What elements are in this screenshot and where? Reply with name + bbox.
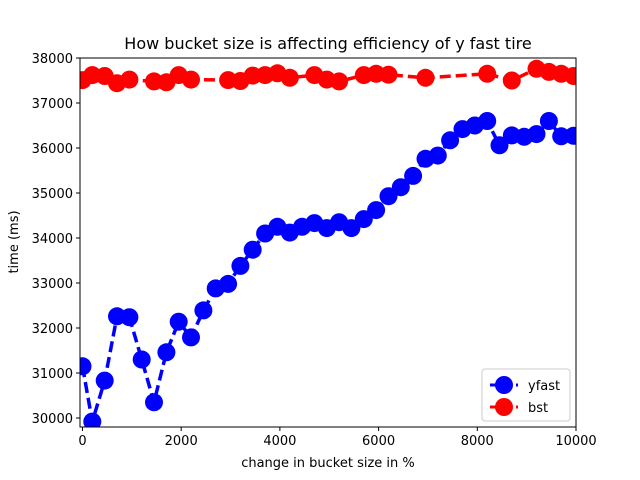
data-point-yfast — [219, 274, 238, 293]
legend-marker-bst — [495, 398, 513, 416]
data-point-yfast — [243, 240, 262, 259]
y-axis-label: time (ms) — [7, 210, 22, 273]
x-tick-label: 10000 — [555, 434, 596, 449]
data-point-yfast — [527, 125, 546, 144]
data-point-yfast — [169, 312, 188, 331]
data-point-yfast — [120, 308, 139, 327]
data-point-yfast — [391, 178, 410, 197]
chart-title: How bucket size is affecting efficiency … — [124, 34, 531, 53]
y-tick-label: 35000 — [32, 187, 73, 202]
x-axis-label: change in bucket size in % — [241, 456, 415, 471]
data-point-yfast — [478, 112, 497, 130]
legend-label-bst: bst — [528, 401, 548, 416]
y-tick-label: 32000 — [32, 322, 73, 337]
y-tick-label: 33000 — [32, 277, 73, 292]
data-point-yfast — [441, 131, 460, 150]
data-point-yfast — [367, 201, 386, 220]
x-tick-label: 6000 — [362, 434, 395, 449]
data-point-bst — [120, 70, 139, 89]
series-layer — [80, 59, 576, 427]
data-point-yfast — [428, 146, 447, 165]
x-tick-label: 8000 — [461, 434, 494, 449]
legend-marker-yfast — [495, 376, 513, 394]
data-point-bst — [379, 65, 398, 84]
y-tick-label: 37000 — [32, 97, 73, 112]
data-point-yfast — [490, 136, 509, 155]
data-point-yfast — [404, 166, 423, 185]
data-point-yfast — [80, 357, 92, 376]
data-point-yfast — [354, 210, 373, 229]
y-tick-label: 34000 — [32, 232, 73, 247]
data-point-bst — [478, 64, 497, 83]
legend-box — [481, 368, 571, 422]
y-tick-label: 36000 — [32, 142, 73, 157]
y-tick-label: 30000 — [32, 412, 73, 427]
data-point-yfast — [342, 219, 361, 238]
data-point-bst — [330, 72, 349, 91]
y-tick-label: 31000 — [32, 367, 73, 382]
legend-label-yfast: yfast — [528, 379, 560, 394]
data-point-bst — [182, 70, 200, 89]
y-axis-ticks: 30000 31000 32000 33000 34000 35000 36000 37000… — [32, 52, 80, 427]
data-point-bst — [280, 68, 299, 87]
legend: yfast bst — [481, 368, 571, 422]
x-tick-label: 2000 — [165, 434, 198, 449]
y-tick-label: 38000 — [32, 52, 73, 67]
data-point-yfast — [145, 393, 163, 412]
x-axis-ticks: 0 2000 4000 6000 8000 10000 — [78, 427, 597, 449]
plot-frame — [79, 57, 577, 428]
data-point-yfast — [95, 371, 114, 390]
x-tick-label: 0 — [78, 434, 86, 449]
data-point-bst — [564, 67, 576, 85]
data-point-yfast — [379, 187, 398, 206]
x-tick-label: 4000 — [263, 434, 296, 449]
data-point-yfast — [182, 328, 200, 347]
data-point-yfast — [194, 301, 213, 320]
data-point-yfast — [157, 343, 176, 362]
data-point-yfast — [539, 112, 558, 130]
data-point-bst — [416, 68, 435, 87]
data-point-yfast — [83, 412, 102, 427]
data-point-yfast — [231, 256, 250, 275]
data-point-bst — [502, 71, 521, 90]
data-point-yfast — [132, 350, 151, 369]
data-point-yfast — [564, 126, 576, 145]
